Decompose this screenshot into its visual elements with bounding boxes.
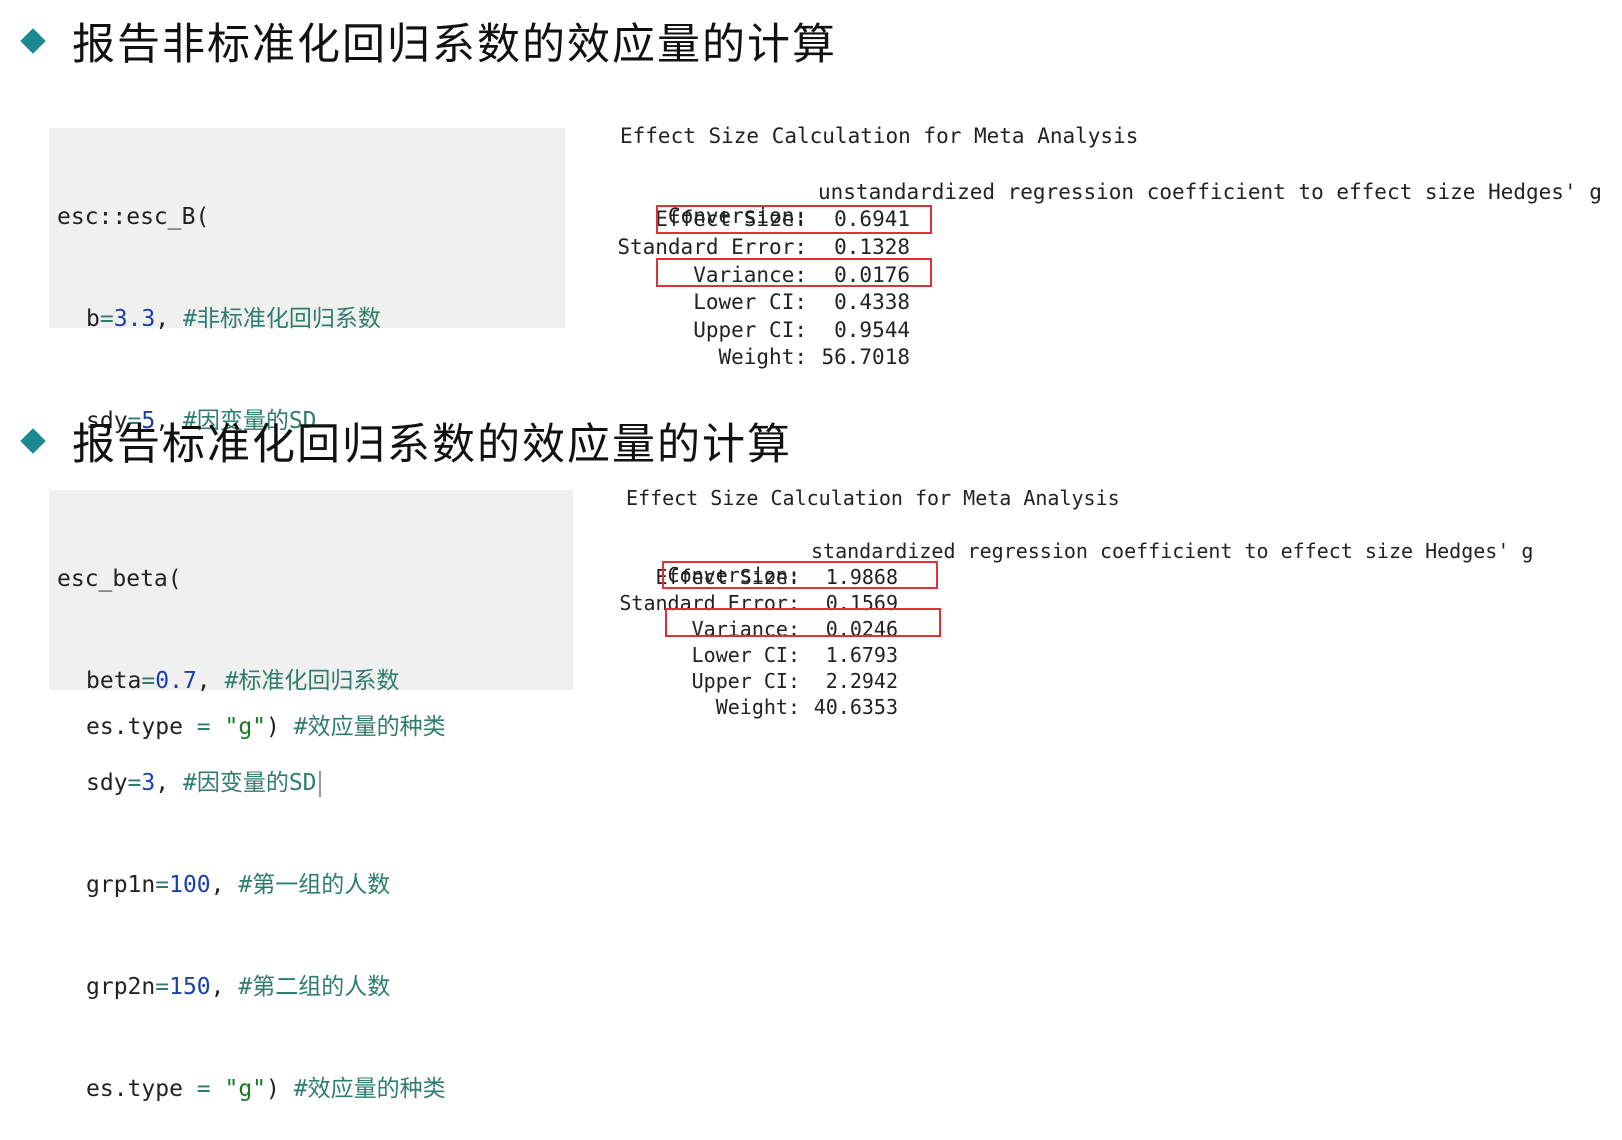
- code-value: 3: [141, 770, 156, 796]
- output-value: 1.6793: [825, 643, 898, 667]
- code-line: esc_beta(: [57, 562, 565, 596]
- code-op: =: [182, 1076, 225, 1102]
- code-arg: b: [86, 306, 100, 332]
- output-value: 0.0176: [834, 263, 910, 287]
- code-sep: ,: [155, 770, 183, 796]
- output-title: Effect Size Calculation for Meta Analysi…: [626, 486, 1120, 510]
- section2-code-block: esc_beta( beta=0.7, #标准化回归系数 sdy=3, #因变量…: [49, 490, 573, 1102]
- code-op: =: [155, 974, 170, 1000]
- code-comment: #效应量的种类: [293, 1076, 446, 1102]
- code-line: grp1n=100, #第一组的人数: [57, 868, 565, 902]
- code-line: beta=0.7, #标准化回归系数: [57, 664, 565, 698]
- code-comment: #因变量的SD: [182, 770, 317, 796]
- output-label: Standard Error:: [617, 235, 807, 259]
- code-op: =: [141, 668, 156, 694]
- output-label: Effect Size:: [655, 207, 807, 231]
- output-label: Conversion:: [667, 204, 807, 228]
- code-sep: ,: [155, 306, 183, 332]
- code-sep: ): [266, 1076, 294, 1102]
- code-op: =: [127, 408, 142, 434]
- section1-output: Effect Size Calculation for Meta Analysi…: [617, 124, 1615, 374]
- output-value: 56.7018: [821, 345, 910, 369]
- code-value: "g": [224, 1076, 267, 1102]
- diamond-bullet-icon: [20, 428, 46, 454]
- code-value: 0.7: [155, 668, 197, 694]
- code-line: sdy=3, #因变量的SD: [57, 766, 565, 800]
- output-value: 0.0246: [825, 617, 898, 641]
- code-arg: grp2n: [86, 974, 156, 1000]
- output-label: Standard Error:: [619, 591, 800, 615]
- code-op: =: [99, 306, 114, 332]
- output-label: Effect Size:: [655, 565, 801, 589]
- output-conversion-value: unstandardized regression coefficient to…: [818, 180, 1602, 204]
- code-value: 5: [141, 408, 156, 434]
- section1-title: 报告非标准化回归系数的效应量的计算: [72, 20, 837, 70]
- output-label: Upper CI:: [693, 318, 807, 342]
- output-title: Effect Size Calculation for Meta Analysi…: [620, 124, 1139, 148]
- output-value: 0.9544: [834, 318, 910, 342]
- code-fn-call: esc::esc_B(: [57, 204, 210, 230]
- output-row-conversion: Conversion:: [626, 539, 800, 611]
- code-comment: #效应量的种类: [293, 714, 446, 740]
- code-sep: ,: [196, 668, 225, 694]
- effect-size-highlight-box: [662, 561, 938, 589]
- variance-highlight-box: [656, 258, 932, 287]
- code-arg: sdy: [86, 408, 128, 434]
- code-value: 150: [169, 974, 211, 1000]
- code-arg: sdy: [86, 770, 128, 796]
- code-comment: #第一组的人数: [238, 872, 391, 898]
- code-value: 100: [169, 872, 211, 898]
- output-label: Weight:: [715, 695, 800, 719]
- code-arg: es.type: [86, 1076, 183, 1102]
- output-value: 0.1328: [834, 235, 910, 259]
- output-row-conversion: Conversion:: [620, 180, 807, 252]
- section1-heading: 报告非标准化回归系数的效应量的计算: [18, 10, 837, 72]
- code-comment: #因变量的SD: [182, 408, 317, 434]
- section2-title: 报告标准化回归系数的效应量的计算: [72, 420, 792, 470]
- code-value: 3.3: [113, 306, 156, 332]
- section2-output: Effect Size Calculation for Meta Analysi…: [619, 486, 1586, 726]
- code-value: "g": [224, 714, 267, 740]
- output-value: 0.1569: [825, 591, 898, 615]
- code-line: grp2n=150, #第二组的人数: [57, 970, 565, 1004]
- code-line: es.type = "g") #效应量的种类: [57, 710, 557, 744]
- output-value: 0.4338: [834, 290, 910, 314]
- output-label: Conversion:: [667, 563, 800, 587]
- code-sep: ,: [210, 974, 239, 1000]
- output-label: Variance:: [691, 617, 800, 641]
- output-label: Weight:: [718, 345, 807, 369]
- code-line: esc::esc_B(: [57, 200, 557, 234]
- code-sep: ,: [155, 408, 183, 434]
- output-label: Variance:: [693, 263, 807, 287]
- code-line: b=3.3, #非标准化回归系数: [57, 302, 557, 336]
- variance-highlight-box: [665, 608, 941, 637]
- effect-size-highlight-box: [656, 205, 932, 234]
- code-comment: #第二组的人数: [238, 974, 391, 1000]
- code-comment: #标准化回归系数: [224, 668, 400, 694]
- text-cursor: [318, 770, 321, 797]
- section1-code-block: esc::esc_B( b=3.3, #非标准化回归系数 sdy=5, #因变量…: [49, 128, 565, 740]
- output-conversion-value: standardized regression coefficient to e…: [811, 539, 1534, 563]
- output-label: Upper CI:: [691, 669, 800, 693]
- output-label: Lower CI:: [693, 290, 807, 314]
- code-fn-call: esc_beta(: [57, 566, 182, 592]
- code-line: es.type = "g") #效应量的种类: [57, 1072, 565, 1106]
- code-sep: ,: [210, 872, 239, 898]
- code-sep: ): [266, 714, 294, 740]
- output-value: 1.9868: [825, 565, 898, 589]
- code-op: =: [182, 714, 225, 740]
- code-line: sdy=5, #因变量的SD: [57, 404, 557, 438]
- output-value: 0.6941: [834, 207, 910, 231]
- section2-heading: 报告标准化回归系数的效应量的计算: [18, 410, 792, 472]
- output-value: 2.2942: [825, 669, 898, 693]
- diamond-bullet-icon: [20, 28, 46, 54]
- code-arg: beta: [86, 668, 142, 694]
- code-comment: #非标准化回归系数: [182, 306, 381, 332]
- output-label: Lower CI:: [691, 643, 800, 667]
- code-arg: grp1n: [86, 872, 156, 898]
- code-op: =: [155, 872, 170, 898]
- output-value: 40.6353: [813, 695, 898, 719]
- code-arg: es.type: [86, 714, 183, 740]
- code-op: =: [127, 770, 142, 796]
